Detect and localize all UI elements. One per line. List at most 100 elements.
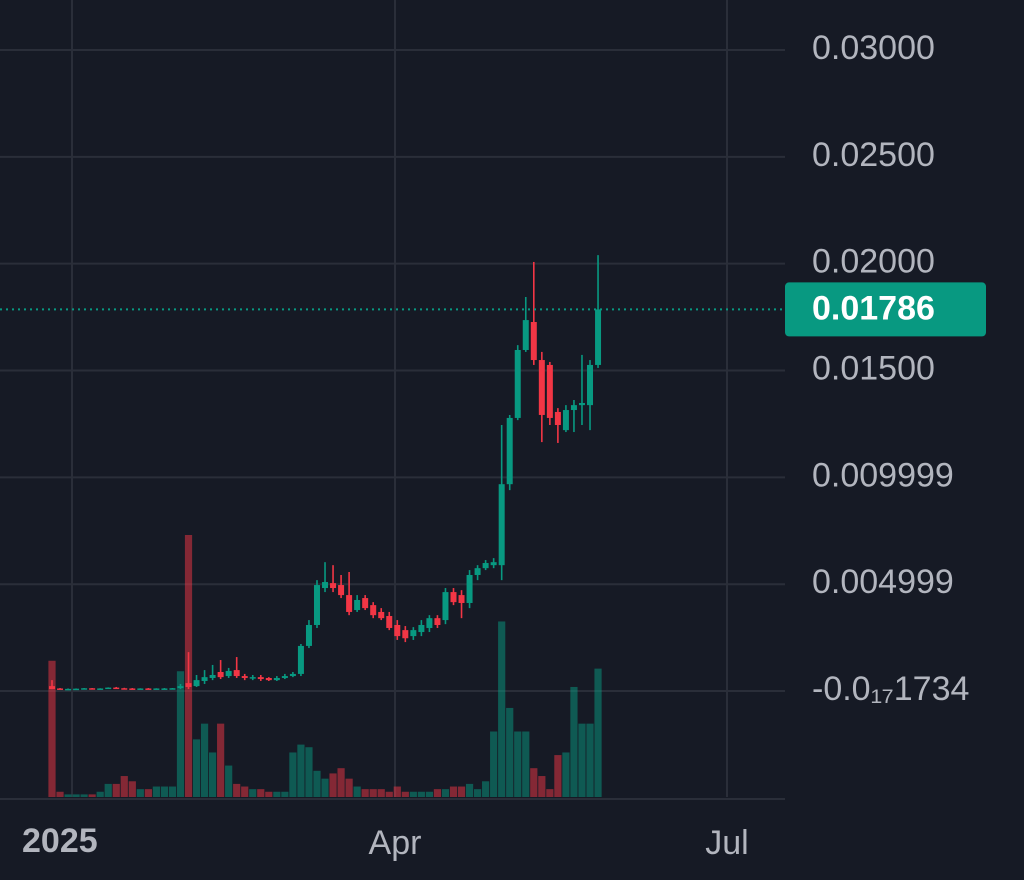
candle-body <box>137 688 144 690</box>
volume-bar <box>377 789 385 797</box>
volume-bar <box>48 660 56 797</box>
volume-bar <box>417 791 425 797</box>
volume-bar <box>385 791 393 797</box>
x-tick-label: Jul <box>705 824 748 862</box>
volume-bar <box>160 786 169 797</box>
candle-body <box>450 592 457 603</box>
volume-bar <box>465 783 474 797</box>
candle-body <box>514 349 521 418</box>
candle-body <box>281 676 288 678</box>
y-tick-label: 0.01500 <box>812 349 935 387</box>
candle-body <box>330 583 337 589</box>
x-tick-label: Apr <box>369 824 422 862</box>
candle-body <box>217 672 224 678</box>
candle-body <box>81 688 88 690</box>
candle-body <box>249 677 256 679</box>
candle-body <box>418 624 425 633</box>
volume-bar <box>152 786 160 797</box>
y-tick-label: 0.004999 <box>812 563 954 601</box>
volume-bar <box>273 791 281 797</box>
volume-bar <box>361 789 369 797</box>
volume-bar <box>144 789 152 797</box>
volume-bar <box>570 686 578 797</box>
candle-body <box>265 677 272 681</box>
volume-bar <box>104 783 112 797</box>
candle-body <box>474 568 481 575</box>
volume-bar <box>313 770 321 797</box>
volume-bar <box>594 668 602 797</box>
y-tick-label: 0.02500 <box>812 136 935 174</box>
candle-body <box>554 411 561 425</box>
candle-body <box>522 320 529 350</box>
volume-bar <box>128 781 136 797</box>
candle-body <box>73 688 80 691</box>
volume-bar <box>80 794 88 797</box>
volume-bar <box>530 768 538 797</box>
volume-bar <box>369 789 377 797</box>
candle-body <box>402 630 409 639</box>
candle-body <box>49 686 55 690</box>
volume-bar <box>112 783 120 797</box>
candle-body <box>209 674 216 678</box>
candle-body <box>105 687 112 690</box>
last-price-box <box>785 282 986 337</box>
candle-body <box>466 574 473 603</box>
volume-bar <box>297 744 305 797</box>
candle-body <box>97 688 104 690</box>
candle-body <box>185 683 192 687</box>
volume-bar <box>329 773 337 797</box>
volume-bar <box>241 786 249 797</box>
candle-body <box>257 677 264 680</box>
volume-bar <box>209 752 217 797</box>
candle-body <box>89 688 96 690</box>
last-price-label: 0.01786 <box>812 289 935 327</box>
volume-bar <box>433 789 442 797</box>
volume-bar <box>96 791 104 797</box>
volume-bar <box>217 723 225 797</box>
candle-body <box>169 688 176 690</box>
candle-body <box>482 563 489 569</box>
volume-bar <box>120 776 128 797</box>
volume-bar <box>449 786 458 797</box>
candle-body <box>394 624 401 637</box>
candle-body <box>145 688 152 690</box>
volume-bar <box>401 791 409 797</box>
volume-bar <box>168 786 177 797</box>
volume-bar <box>353 786 361 797</box>
volume-bar <box>482 781 490 797</box>
volume-bar <box>225 765 233 797</box>
candle-body <box>546 364 553 418</box>
candle-body <box>570 405 577 411</box>
candle-body <box>578 402 585 406</box>
candle-body <box>322 582 329 589</box>
volume-bar <box>522 731 530 797</box>
volume-bar <box>136 789 144 797</box>
volume-bar <box>200 723 209 797</box>
volume-bar <box>345 778 353 797</box>
volume-bar <box>249 789 257 797</box>
candle-body <box>305 624 312 646</box>
candle-body <box>587 364 594 406</box>
candle-body <box>273 677 280 681</box>
volume-bar <box>321 778 329 797</box>
y-tick-label: 0.03000 <box>812 29 935 67</box>
candle-body <box>490 562 497 566</box>
candle-body <box>313 585 320 625</box>
candle-body <box>289 673 296 677</box>
candle-body <box>241 676 248 678</box>
candle-body <box>153 688 160 690</box>
volume-bar <box>88 794 96 797</box>
volume-bar <box>257 789 265 797</box>
candle-body <box>346 595 353 612</box>
volume-bar <box>441 789 450 797</box>
candle-body <box>201 677 208 681</box>
volume-bar <box>72 794 80 797</box>
volume-bar <box>192 739 201 797</box>
volume-bar <box>538 776 546 797</box>
candle-body <box>362 598 369 609</box>
candle-body <box>65 688 72 691</box>
candle-body <box>538 360 545 415</box>
y-tick-label: -0.0₁₇1734 <box>812 670 969 708</box>
